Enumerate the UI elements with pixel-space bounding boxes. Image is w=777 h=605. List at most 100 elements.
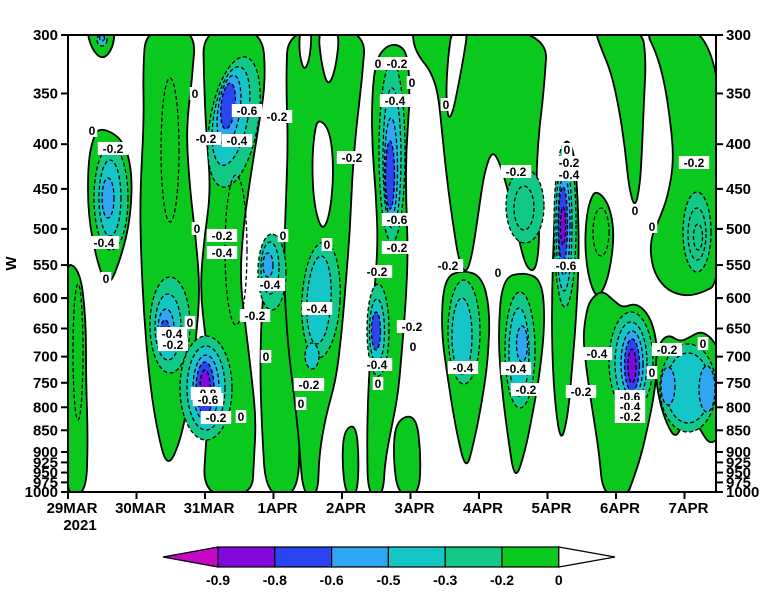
contour-label-box [336,151,368,164]
y-tick-label-right: 450 [726,181,751,198]
contour-label-text: -0.6 [198,393,219,407]
contour-label: -0.4 [254,278,286,292]
contour-label: -0.2 [500,165,532,179]
contour-label-text: -0.4 [385,94,406,108]
y-tick-label-right: 550 [726,257,751,274]
contour-label-box [697,337,709,350]
contour-label-box [553,156,585,169]
contour-label: -0.2 [239,309,271,323]
contour-label: -0.4 [553,168,585,182]
contour-label-box [614,400,646,413]
contour-label-text: 0 [280,229,287,243]
contour-band-f13-5apr-purple-core [559,206,567,246]
contour-label: 0 [561,143,573,157]
x-tick-label: 1APR [257,500,297,517]
contour-label: -0.2 [432,259,464,273]
y-tick-label-right: 900 [726,444,751,461]
contour-label-text: 0 [700,337,707,351]
y-tick-label-right: 800 [726,399,751,416]
contour-label-box [261,110,293,123]
contour-label-text: 0 [89,124,96,138]
x-tick-label: 29MAR [47,500,98,517]
contour-band-f14-6apr-purple-core [627,348,637,384]
contour-region-r10f-bottom-finger [393,415,422,491]
contour-label-box [381,57,413,70]
contour-label: -0.6 [381,213,413,227]
contour-label-box [432,259,464,272]
y-tick-label-right: 850 [726,422,751,439]
y-tick-label-left: 300 [33,27,58,44]
contour-label: 0 [629,204,641,218]
contour-label-text: 0 [649,366,656,380]
contour-label-text: 0 [649,220,656,234]
y-tick-label-left: 500 [33,221,58,238]
contour-label-box [614,410,646,423]
x-tick-label: 3APR [394,500,434,517]
contour-label: -0.2 [510,383,542,397]
contour-band-f7-center-band [306,255,332,345]
contour-label: -0.2 [336,151,368,165]
x-tick-label: 4APR [463,500,503,517]
y-tick-label-right: 975 [726,474,751,491]
contour-label-box [581,347,613,360]
contour-label: 0 [440,98,452,112]
contour-label: -0.2 [293,378,325,392]
contour-label: 0 [646,220,658,234]
colorbar-tick-label: -0.5 [376,572,400,588]
y-tick-label-left: 900 [33,444,58,461]
contour-band-f8-2apr-top-core [384,140,396,210]
contour-label: -0.6 [192,393,224,407]
y-tick-label-right: 750 [726,375,751,392]
contour-label-box [614,390,646,403]
contour-label-box [406,76,418,89]
contour-label: 0 [260,350,272,364]
contour-label: -0.6 [231,104,263,118]
contour-label: 0 [372,57,384,71]
y-tick-label-left: 750 [33,375,58,392]
contour-label: -0.2 [261,110,293,124]
y-tick-label-right: 650 [726,320,751,337]
y-tick-label-right: 300 [726,27,751,44]
contour-label: -0.2 [614,410,646,424]
contour-label: -0.2 [565,385,597,399]
x-tick-label: 2APR [326,500,366,517]
axes: 300 300 350 350 400 400 450 450 500 500 550 550 600 6… [3,27,759,534]
contour-band-f2-29mar-core [101,177,115,219]
y-tick-label-left: 975 [33,474,58,491]
x-axis-year-label: 2021 [63,517,96,534]
contour-hole-h4-top-drop [445,36,468,118]
contour-label: -0.4 [500,362,532,376]
contour-label: -0.2 [381,241,413,255]
contour-label: -0.2 [381,57,413,71]
contour-label-box [184,316,196,329]
contour-label-box [235,410,247,423]
contour-label-text: -0.4 [260,278,281,292]
plot-frame [67,34,717,493]
contour-label: 0 [492,266,504,280]
colorbar-tick-label: -0.9 [206,572,230,588]
contour-label-box [231,104,263,117]
contour-band-f12-lobe2-core [515,325,529,363]
contour-label-box [206,229,238,242]
contour-label-text: -0.2 [516,383,537,397]
contour-label-text: -0.2 [438,259,459,273]
colorbar-cell [274,546,333,568]
colorbar-tick-label: 0 [555,572,563,588]
contour-label: -0.4 [206,246,238,260]
contour-label: 0 [86,124,98,138]
contour-label-text: 0 [194,222,201,236]
contour-label-box [561,143,573,156]
contour-label-box [190,132,222,145]
contour-label-text: -0.6 [556,259,577,273]
contour-label-text: -0.4 [506,362,527,376]
y-axis-title: W [3,256,20,271]
y-tick-label-right: 350 [726,86,751,103]
contour-label-box [500,165,532,178]
contour-label-text: -0.4 [559,168,580,182]
contour-line [160,77,180,223]
contour-label-text: 0 [238,410,245,424]
contour-label: 0 [184,316,196,330]
